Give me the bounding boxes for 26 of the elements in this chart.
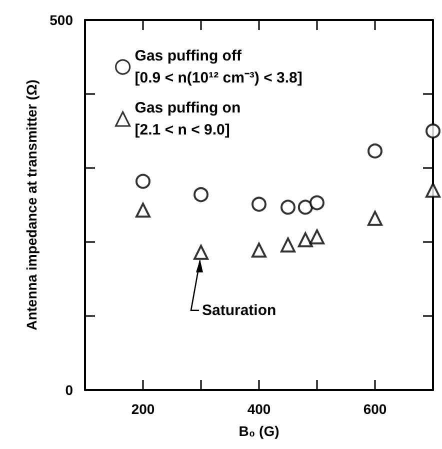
point [252,196,266,212]
point [426,182,440,198]
x-tick-label: 400 [247,401,271,417]
point [310,229,324,244]
point [194,187,208,202]
x-tick-label: 200 [131,401,155,417]
x-tick-label: 600 [363,401,387,417]
y-tick-label: 500 [50,12,74,28]
point [136,174,150,189]
point [368,143,382,158]
y-axis-title: Antenna impedance at transmitter (Ω) [24,80,40,330]
point [136,202,150,218]
legend-label: Gas puffing off [0.9 < n(10¹² cm⁻³) < 3.8] [134,48,302,86]
legend-label: Gas puffing on [2.1 < n < 9.0] [134,100,241,138]
point [298,200,313,215]
point [280,237,296,252]
point [252,242,266,258]
annotation: Saturation [202,302,276,319]
point [310,195,324,210]
point [280,200,296,215]
point [298,232,313,248]
x-axis-title: B₀ (G) [238,423,280,439]
point [194,244,208,260]
y-tick-label: 0 [65,382,74,398]
point [426,124,440,138]
point [368,210,382,226]
